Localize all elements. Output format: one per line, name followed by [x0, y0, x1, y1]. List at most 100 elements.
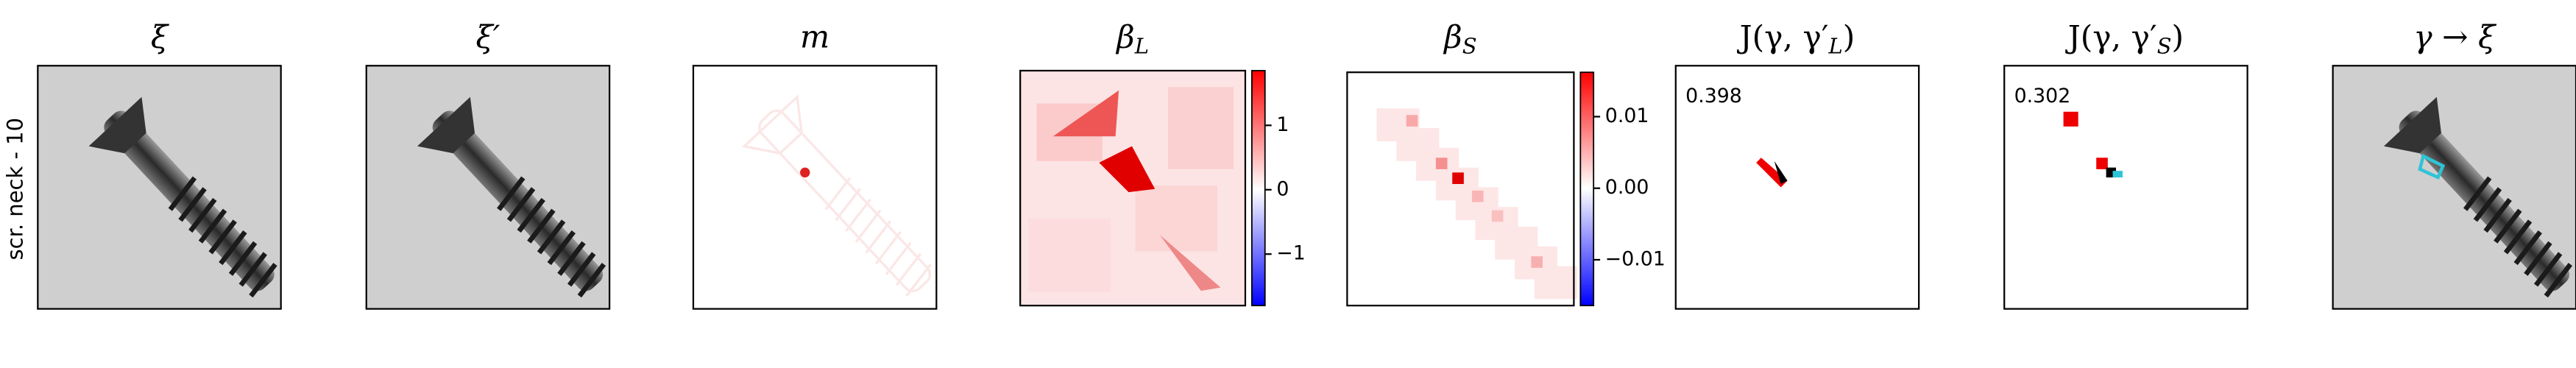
frame [2332, 65, 2576, 310]
thread [198, 208, 227, 244]
pixel-block [1531, 256, 1543, 268]
colorbar-tick-label: 0.01 [1605, 105, 1649, 127]
colorbar-tick-label: −0.01 [1605, 247, 1666, 270]
screw [88, 96, 277, 298]
pixel-block [2096, 158, 2108, 169]
thread [188, 197, 217, 233]
panel: γ → ξ [2332, 20, 2576, 310]
thread [567, 252, 596, 287]
thread [2524, 241, 2552, 276]
panel: βL 1 0 −1 [1019, 20, 1306, 307]
head [2383, 96, 2441, 154]
shaft [758, 109, 932, 293]
thread [905, 263, 932, 297]
high-region [1099, 146, 1156, 193]
colorbar-tick-label: 0.00 [1605, 176, 1649, 199]
pixel-block [1491, 210, 1504, 222]
thread [2513, 230, 2542, 266]
panel: βS 0.01 0.00 −0.01 [1346, 20, 1666, 307]
title-part: ξ′ [475, 20, 500, 56]
panel: 0.302 J(γ, γ′S) [2003, 20, 2248, 310]
thread [865, 220, 892, 254]
colorbar-tick-label: 0 [1276, 177, 1289, 200]
thread [517, 197, 545, 233]
thread [875, 231, 902, 265]
image-bg [693, 66, 937, 309]
pixel-block [2063, 111, 2078, 127]
colorbar [1579, 71, 1595, 307]
thread [824, 177, 852, 210]
thread [497, 176, 526, 211]
pixel-block [1534, 266, 1577, 300]
colorbar-tick-label: 1 [1276, 113, 1289, 136]
annotation: 0.398 [1685, 85, 1742, 107]
annotation: 0.302 [2014, 85, 2071, 107]
thread [228, 241, 258, 276]
thread [168, 176, 197, 211]
title-part: ξ [151, 20, 170, 56]
thread [895, 252, 922, 286]
thread [885, 241, 912, 275]
high-region [1159, 235, 1221, 291]
pixel-block [1452, 172, 1464, 184]
pixel-block [2112, 171, 2123, 178]
thread [2533, 252, 2563, 287]
pixel-block [1472, 190, 1484, 202]
frame [692, 65, 938, 310]
thread [557, 241, 586, 276]
title-part: J(γ, γ′ [1737, 20, 1829, 56]
frame [37, 65, 282, 310]
frame [365, 65, 611, 310]
pixel-block [1135, 185, 1218, 252]
panel-title: J(γ, γ′S) [2065, 20, 2184, 59]
head [741, 94, 804, 155]
title-part: β [1115, 20, 1135, 56]
panel-title: J(γ, γ′L) [1737, 20, 1855, 59]
title-part: β [1443, 20, 1462, 56]
pixel-block [1028, 218, 1111, 293]
panel-title: γ → ξ [2413, 20, 2497, 56]
mask-red [1756, 158, 1788, 188]
pixel-block [1406, 115, 1418, 127]
thread [238, 252, 267, 287]
thread [2503, 219, 2533, 255]
frame [1674, 65, 1920, 310]
panel-title: βL [1115, 20, 1149, 59]
thread [2544, 263, 2572, 298]
screw [2383, 96, 2572, 298]
panel-title: m [800, 20, 829, 56]
head [88, 96, 146, 154]
title-part: J(γ, γ′ [2065, 20, 2157, 56]
overlay [2418, 153, 2446, 180]
thread [2483, 197, 2512, 233]
title-part: γ → ξ [2413, 20, 2497, 56]
pixel-block [1435, 158, 1448, 169]
frame [1019, 69, 1247, 307]
thread [547, 230, 576, 266]
panel: ξ′ [365, 20, 611, 310]
title-subscript: S [2157, 34, 2172, 59]
screw [417, 96, 606, 298]
image-bg [2004, 66, 2248, 309]
mask-black [1774, 160, 1788, 184]
title-subscript: S [1462, 34, 1477, 59]
thread [2473, 187, 2502, 222]
panel-title: ξ′ [475, 20, 500, 56]
panel-title: βS [1443, 20, 1476, 59]
title-subscript: L [1134, 34, 1149, 59]
title-part: ) [2171, 20, 2184, 56]
thread [537, 219, 566, 255]
colorbar [1251, 70, 1266, 307]
thread [2463, 176, 2492, 211]
colorbar-tick-label: −1 [1276, 242, 1305, 265]
thread [2494, 208, 2522, 244]
title-subscript: L [1827, 34, 1842, 59]
panel: 0.398 J(γ, γ′L) [1674, 20, 1920, 310]
thread [208, 219, 237, 255]
row-label: scr. neck - 10 [2, 118, 27, 261]
panel: ξ [37, 20, 282, 310]
panel: m [692, 20, 938, 310]
screw [741, 94, 932, 297]
hotspot [800, 167, 810, 178]
